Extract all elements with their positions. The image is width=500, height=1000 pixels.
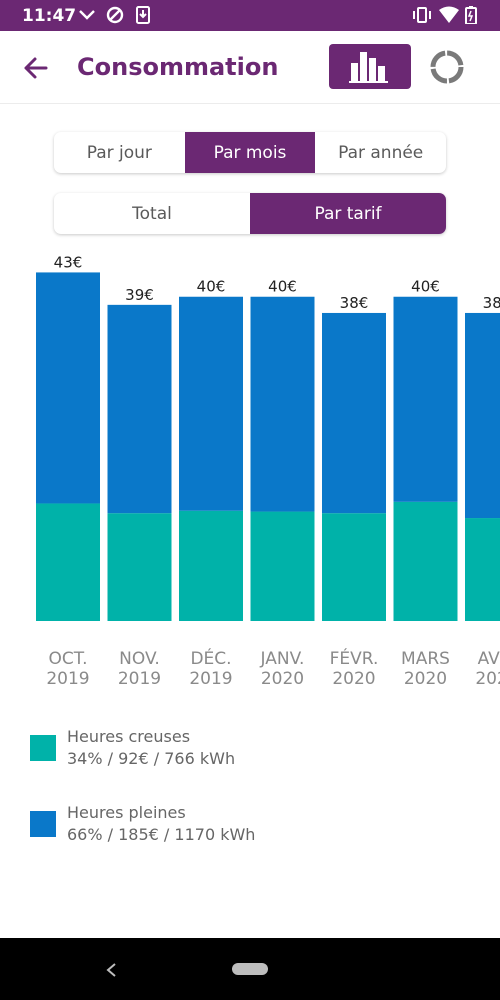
chevron-down-icon <box>79 10 95 20</box>
bar-segment-heures-pleines <box>465 312 500 519</box>
legend-stats: 66% / 185€ / 1170 kWh <box>67 825 256 844</box>
x-tick-label: FÉVR. 2020 <box>330 647 379 689</box>
bar-segment-heures-pleines <box>393 296 458 502</box>
consumption-bar-chart[interactable]: 43€ OCT. 2019 39€ NOV. 2019 40€ DÉC. 2019 40€ JANV… <box>0 240 500 700</box>
x-tick-label: NOV. 2019 <box>118 649 161 689</box>
status-bar: 11:47 <box>0 0 500 31</box>
home-pill-icon[interactable] <box>232 963 268 975</box>
bar-segment-heures-creuses <box>107 513 172 621</box>
bar-segment-heures-creuses <box>250 511 315 621</box>
tab-par-jour[interactable]: Par jour <box>86 142 152 163</box>
bar-total-label: 39€ <box>125 286 154 304</box>
bar-total-label: 40€ <box>411 278 440 296</box>
status-time: 11:47 <box>22 6 77 26</box>
tab-par-annee[interactable]: Par année <box>338 142 424 163</box>
tab-total[interactable]: Total <box>132 203 172 224</box>
vibrate-icon <box>413 7 431 23</box>
period-selector: Par jour Par mois Par année <box>54 132 446 173</box>
bar-segment-heures-creuses <box>179 510 243 621</box>
wifi-icon <box>439 6 459 23</box>
app-bar: Consommation <box>0 31 500 104</box>
bar-segment-heures-creuses <box>465 518 500 621</box>
legend-stats: 34% / 92€ / 766 kWh <box>67 749 236 768</box>
mode-selector: Total Par tarif <box>54 193 446 234</box>
legend-label: Heures pleines <box>67 803 186 822</box>
x-tick-label: OCT. 2019 <box>46 649 89 689</box>
bar-chart-icon <box>349 52 388 83</box>
x-tick-label: MARS 2020 <box>401 649 450 689</box>
donut-chart-icon[interactable] <box>428 48 466 86</box>
battery-icon <box>465 6 477 24</box>
bar-total-label: 40€ <box>268 278 297 296</box>
bar-segment-heures-pleines <box>179 296 243 511</box>
data-saver-icon <box>106 6 124 24</box>
bar-segment-heures-pleines <box>250 296 315 512</box>
bar-segment-heures-pleines <box>107 304 172 514</box>
legend-swatch-creuses <box>30 735 56 761</box>
nav-back-icon[interactable] <box>104 962 118 978</box>
bar-segment-heures-creuses <box>393 501 458 621</box>
bar-segment-heures-creuses <box>36 503 100 621</box>
bar-total-label: 43€ <box>54 253 83 271</box>
bar-total-label: 38€ <box>340 294 369 312</box>
system-nav-bar <box>0 938 500 1000</box>
bar-segment-heures-pleines <box>322 312 386 514</box>
bar-segment-heures-pleines <box>36 272 100 504</box>
tab-par-tarif[interactable]: Par tarif <box>250 193 446 234</box>
legend-label: Heures creuses <box>67 727 191 746</box>
bar-chart-view-button[interactable] <box>329 44 411 89</box>
bar-total-label: 38€ <box>483 294 500 312</box>
page-title: Consommation <box>77 53 279 81</box>
x-tick-label: DÉC. 2019 <box>189 647 232 689</box>
arrow-left-icon[interactable] <box>22 54 50 82</box>
legend-swatch-pleines <box>30 811 56 837</box>
download-icon <box>136 6 150 24</box>
bar-total-label: 40€ <box>197 278 226 296</box>
bar-segment-heures-creuses <box>322 513 386 621</box>
x-tick-label: AVR.2020 <box>475 649 500 689</box>
x-tick-label: JANV. 2020 <box>260 649 305 689</box>
tab-par-mois[interactable]: Par mois <box>184 132 316 173</box>
